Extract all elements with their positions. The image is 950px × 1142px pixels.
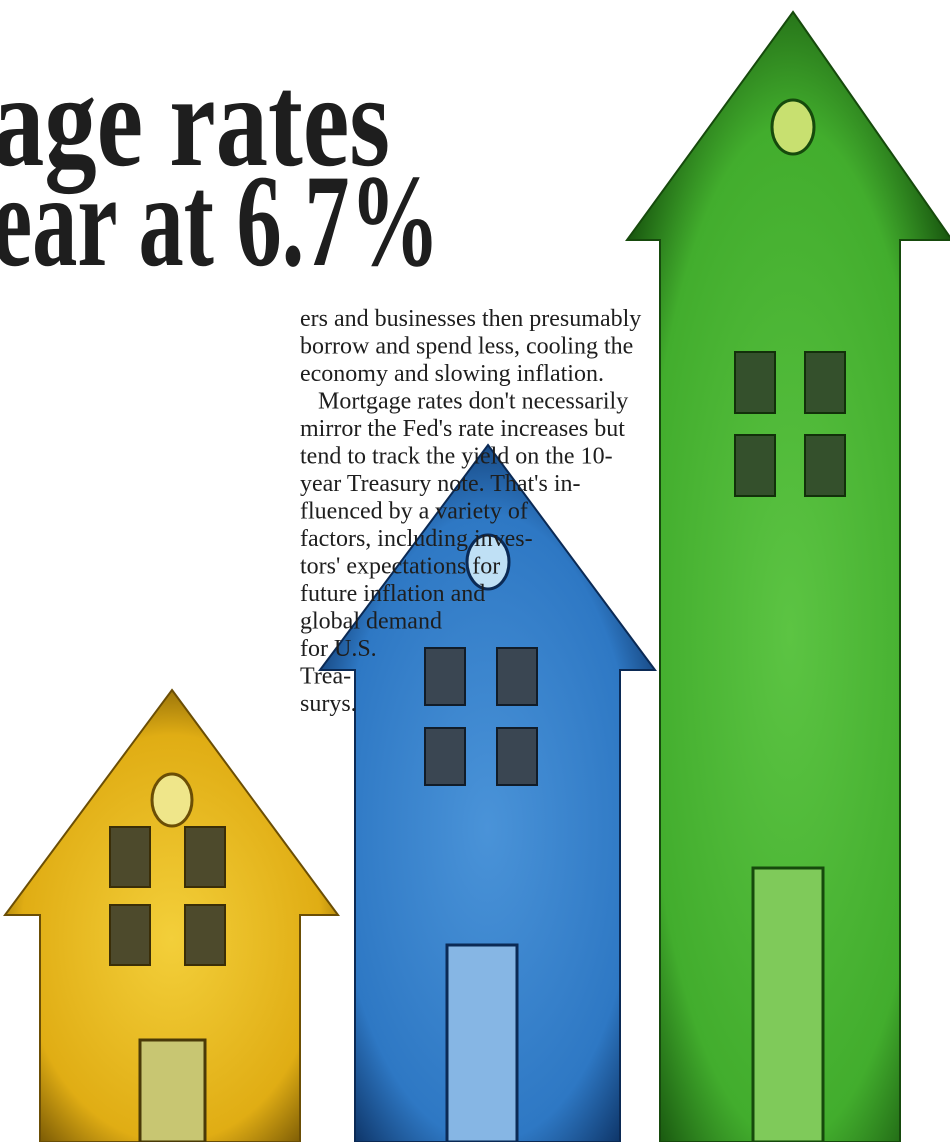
body-line: economy and slowing inflation. [300,361,604,387]
body-line: tend to track the yield on the 10- [300,444,613,470]
body-line: mirror the Fed's rate increases but [300,416,625,442]
body-line: surys. [300,691,357,717]
body-line: Trea- [300,664,351,690]
yellow-house [3,688,340,1142]
body-line: future inflation and [300,581,485,607]
body-line: year Treasury note. That's in- [300,471,581,497]
body-line: Mortgage rates don't necessarily [318,389,628,415]
body-line: ers and businesses then presumably [300,306,641,332]
body-line: borrow and spend less, cooling the [300,334,633,360]
body-line: fluenced by a variety of [300,499,528,525]
body-line: tors' expectations for [300,554,500,580]
body-line: global demand [300,609,442,635]
headline-line: ear at 6.7% [0,147,440,294]
blue-house [318,443,657,1142]
green-house [625,10,950,1142]
headline-line: age rates [0,47,390,194]
body-line: for U.S. [300,636,377,662]
body-line: factors, including inves- [300,526,533,552]
